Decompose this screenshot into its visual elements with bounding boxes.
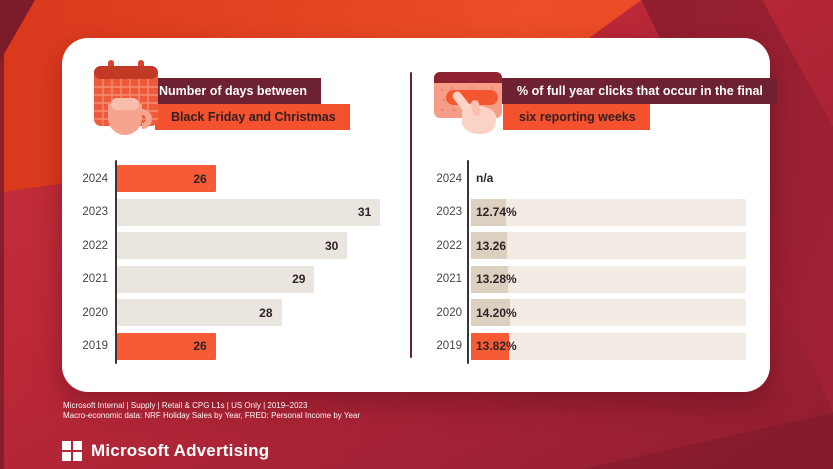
data-bar: 29 bbox=[117, 265, 315, 293]
year-label: 2024 bbox=[436, 172, 462, 185]
year-label: 2021 bbox=[82, 273, 108, 285]
bar-value-label: 13.26 bbox=[476, 238, 507, 253]
bar-zone: n/a bbox=[471, 165, 746, 192]
right-banner-bottom: six reporting weeks bbox=[503, 104, 650, 130]
data-bar: 31 bbox=[117, 198, 381, 226]
bar-track: 13.26 bbox=[471, 232, 746, 259]
panel-days-between: Number of days between Black Friday and … bbox=[62, 38, 410, 392]
data-bar: 26 bbox=[117, 332, 216, 360]
infographic-card: Number of days between Black Friday and … bbox=[62, 38, 777, 392]
footnote-line1: Microsoft Internal | Supply | Retail & C… bbox=[63, 401, 308, 410]
brand-lockup: Microsoft Advertising bbox=[62, 441, 269, 461]
bar-zone: 13.28% bbox=[471, 265, 746, 293]
bar-track: 12.74% bbox=[471, 198, 746, 226]
chart-row: 2024 n/a bbox=[432, 165, 746, 192]
bar-track: 14.20% bbox=[471, 299, 746, 326]
bar-track: 13.28% bbox=[471, 265, 746, 293]
year-label: 2020 bbox=[82, 306, 108, 319]
na-label: n/a bbox=[476, 171, 494, 185]
bar-zone: 13.26 bbox=[471, 232, 746, 259]
year-label: 2023 bbox=[436, 206, 462, 218]
bar-zone: 26 bbox=[117, 165, 400, 192]
bar-value-label: 30 bbox=[324, 238, 339, 253]
right-banner-top-label: % of full year clicks that occur in the … bbox=[517, 84, 763, 98]
click-card-icon bbox=[432, 64, 524, 155]
chart-row: 2021 13.28% bbox=[432, 265, 746, 293]
calendar-mug-icon bbox=[86, 60, 172, 149]
data-bar: 12.74% bbox=[471, 198, 517, 226]
chart-row: 2024 26 bbox=[78, 165, 400, 192]
left-header: Number of days between Black Friday and … bbox=[62, 38, 410, 135]
bar-value-label: 14.20% bbox=[476, 305, 517, 320]
year-label: 2022 bbox=[82, 239, 108, 252]
chart-row: 2019 13.82% bbox=[432, 332, 746, 360]
bar-zone: 14.20% bbox=[471, 299, 746, 326]
chart-row: 2022 30 bbox=[78, 232, 400, 259]
bar-value-label: 26 bbox=[193, 171, 207, 186]
right-axis-line bbox=[467, 160, 469, 364]
data-bar: 13.26 bbox=[471, 232, 508, 259]
footnote: Microsoft Internal | Supply | Retail & C… bbox=[63, 401, 360, 420]
bar-zone: 29 bbox=[117, 265, 400, 293]
vertical-divider bbox=[410, 72, 412, 358]
year-label: 2024 bbox=[82, 172, 108, 185]
chart-row: 2020 14.20% bbox=[432, 299, 746, 326]
left-axis-line bbox=[115, 160, 117, 364]
panel-click-share: % of full year clicks that occur in the … bbox=[412, 38, 777, 392]
left-banner-bottom-label: Black Friday and Christmas bbox=[171, 110, 336, 124]
left-banner-top: Number of days between bbox=[143, 78, 321, 104]
left-banner-bottom: Black Friday and Christmas bbox=[155, 104, 350, 130]
chart-row: 2023 12.74% bbox=[432, 198, 746, 226]
microsoft-logo-icon bbox=[62, 441, 82, 461]
left-banner-top-label: Number of days between bbox=[159, 84, 307, 98]
chart-row: 2021 29 bbox=[78, 265, 400, 293]
bar-zone: 31 bbox=[117, 198, 400, 226]
right-banner-bottom-label: six reporting weeks bbox=[519, 110, 636, 124]
bar-value-label: 13.28% bbox=[476, 272, 517, 286]
bar-zone: 13.82% bbox=[471, 332, 746, 360]
right-banner-top: % of full year clicks that occur in the … bbox=[501, 78, 777, 104]
chart-row: 2023 31 bbox=[78, 198, 400, 226]
bar-value-label: 28 bbox=[259, 305, 273, 320]
year-label: 2021 bbox=[436, 273, 462, 285]
chart-click-share: 2024 n/a 2023 12.74% 2022 13.26 2021 13.28% 2020… bbox=[412, 160, 770, 364]
chart-row: 2020 28 bbox=[78, 299, 400, 326]
data-bar: 28 bbox=[117, 299, 282, 326]
bar-track: 13.82% bbox=[471, 332, 746, 360]
data-bar: 13.82% bbox=[471, 332, 517, 360]
footnote-line2: Macro-economic data: NRF Holiday Sales b… bbox=[63, 410, 361, 420]
year-label: 2022 bbox=[436, 239, 462, 252]
right-header: % of full year clicks that occur in the … bbox=[412, 38, 777, 134]
bar-zone: 30 bbox=[117, 232, 400, 259]
bar-value-label: 13.82% bbox=[476, 339, 517, 353]
year-label: 2023 bbox=[82, 206, 108, 218]
chart-days-between: 2024 26 2023 31 2022 30 2021 29 2020 28 2019 26 bbox=[62, 160, 410, 364]
data-bar: 30 bbox=[117, 232, 348, 259]
bar-zone: 12.74% bbox=[471, 198, 746, 226]
chart-row: 2022 13.26 bbox=[432, 232, 746, 259]
bar-zone: 28 bbox=[117, 299, 400, 326]
year-label: 2020 bbox=[436, 306, 462, 319]
data-bar: 13.28% bbox=[471, 265, 517, 293]
year-label: 2019 bbox=[436, 340, 462, 352]
bar-value-label: 26 bbox=[193, 339, 207, 353]
bar-zone: 26 bbox=[117, 332, 400, 360]
bar-value-label: 12.74% bbox=[476, 205, 517, 219]
year-label: 2019 bbox=[82, 340, 108, 352]
brand-name: Microsoft Advertising bbox=[91, 441, 270, 460]
bar-value-label: 31 bbox=[357, 205, 372, 219]
chart-row: 2019 26 bbox=[78, 332, 400, 360]
background-left-edge-strip bbox=[0, 40, 4, 469]
bar-value-label: 29 bbox=[292, 272, 306, 286]
data-bar: 26 bbox=[117, 165, 216, 192]
data-bar: 14.20% bbox=[471, 299, 517, 326]
